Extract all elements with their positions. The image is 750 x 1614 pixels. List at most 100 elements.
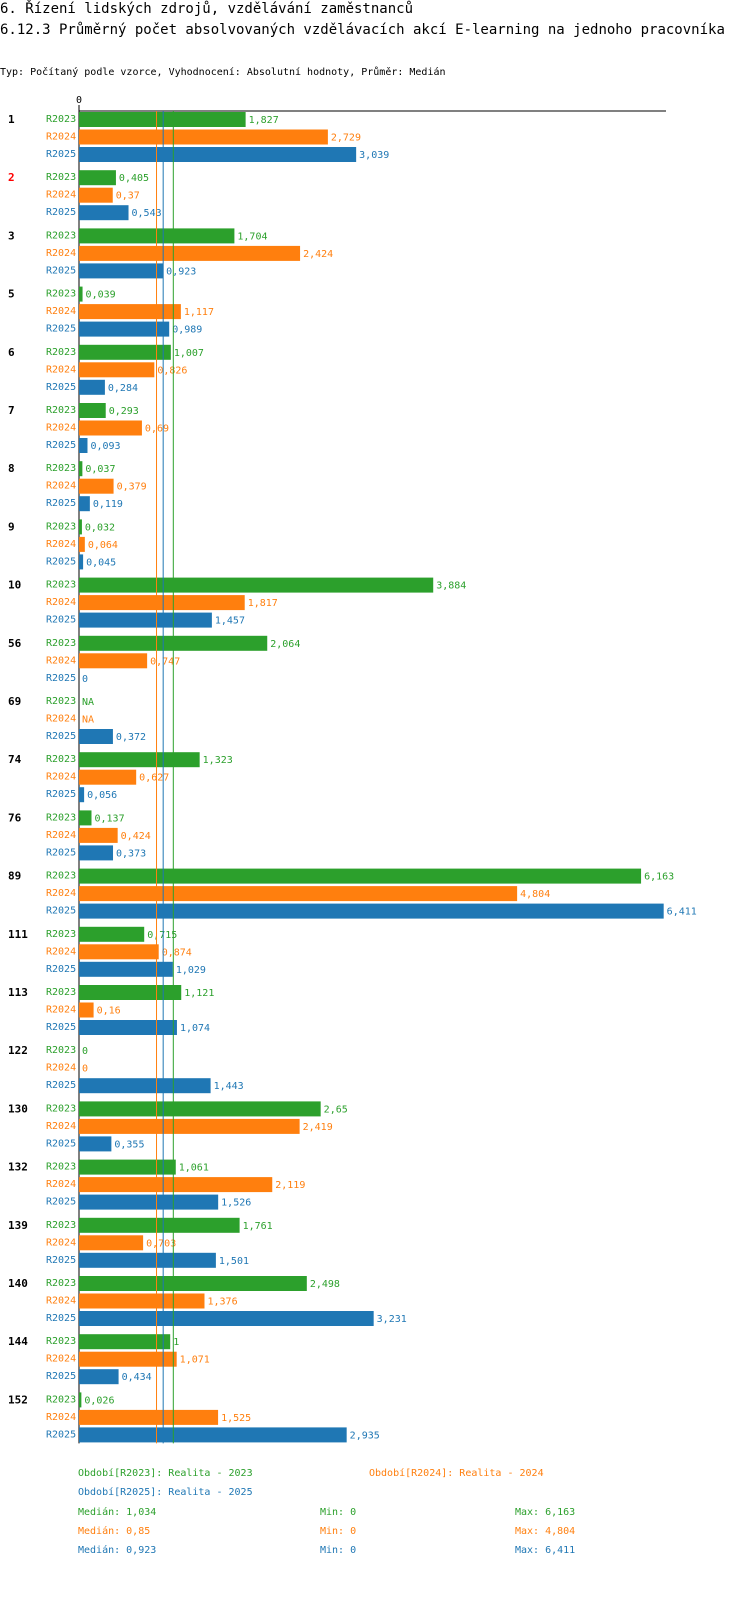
data-label: 0,373 [116,848,146,859]
series-label: R2023 [46,812,76,823]
bar [79,379,105,395]
bar [79,985,182,1000]
data-label: 0,715 [147,930,177,941]
series-label: R2023 [46,638,76,649]
data-label: 0,405 [119,173,149,184]
data-label: 0,434 [122,1372,152,1383]
group-label: 1 [8,113,15,126]
series-label: R2024 [46,190,76,201]
data-label: 1,457 [215,616,245,627]
bar [79,787,85,803]
bar [79,438,88,453]
bar [79,1252,216,1268]
data-label: 0,039 [86,290,116,301]
data-label: 0,284 [108,383,138,394]
bar [79,1159,176,1175]
series-label: R2023 [46,1045,76,1056]
bar [79,362,155,378]
bar [79,827,118,843]
series-label: R2023 [46,230,76,241]
data-label: 1,376 [207,1297,237,1308]
chart-type-line: Typ: Počítaný podle vzorce, Vyhodnocení:… [0,67,446,78]
bar-chart: 0 1 R2023 1,827 R2024 2,729 R2025 3,039 2 R2023 0,… [8,95,697,1444]
bar [79,1409,219,1425]
data-label: 0,379 [117,482,147,493]
bar [79,1351,177,1367]
data-label: 0 [82,1046,88,1057]
stat-max-r2024: Max: 4,804 [515,1526,576,1537]
series-label: R2023 [46,1220,76,1231]
data-label: 0,747 [150,656,180,667]
bar [79,1276,307,1291]
bar [79,653,148,669]
bar [79,304,181,320]
bar [79,536,85,552]
bar [79,944,159,960]
bar [79,1118,300,1134]
series-label: R2024 [46,248,76,259]
series-label: R2024 [46,1121,76,1132]
series-label: R2024 [46,772,76,783]
group-label: 111 [8,928,28,941]
data-label: 0,37 [116,191,140,202]
series-label: R2023 [46,114,76,125]
series-label: R2024 [46,597,76,608]
series-label: R2025 [46,149,76,160]
data-label: 0,703 [146,1238,176,1249]
series-label: R2025 [46,207,76,218]
stat-max-r2023: Max: 6,163 [515,1507,576,1518]
group-label: 9 [8,520,15,533]
data-label: 1,827 [249,115,279,126]
legend-period-r2025: Období[R2025]: Realita - 2025 [78,1487,253,1498]
bar [79,903,664,919]
series-label: R2025 [46,382,76,393]
bar [79,112,246,127]
bar [79,1334,171,1350]
series-label: R2024 [46,132,76,143]
data-label: 1,525 [221,1413,251,1424]
data-label: NA [82,697,94,708]
data-label: 4,804 [520,889,550,900]
stat-median-r2024: Medián: 0,85 [78,1526,151,1537]
series-label: R2024 [46,423,76,434]
group-label: 130 [8,1102,28,1115]
data-label: 1,443 [214,1081,244,1092]
data-label: 1,704 [237,231,267,242]
bar [79,868,642,884]
data-label: 0,923 [166,266,196,277]
series-label: R2025 [46,1313,76,1324]
bar [79,496,90,512]
series-label: R2025 [46,1197,76,1208]
series-label: R2023 [46,521,76,532]
data-label: 0,032 [85,522,115,533]
group-label: 132 [8,1161,28,1174]
bar [79,845,114,861]
data-label: 1,074 [180,1023,210,1034]
group-label: 3 [8,229,15,242]
bar [79,1293,205,1309]
bar [79,321,170,337]
series-label: R2024 [46,539,76,550]
data-label: 0,293 [109,406,139,417]
series-label: R2025 [46,906,76,917]
page-title: 6. Řízení lidských zdrojů, vzdělávání za… [0,1,414,17]
series-label: R2025 [46,556,76,567]
bar [79,810,92,826]
series-label: R2025 [46,265,76,276]
data-label: 0,424 [121,831,151,842]
bar [79,769,137,785]
data-label: 2,119 [275,1180,305,1191]
data-label: 6,411 [667,907,697,918]
data-label: 1,007 [174,348,204,359]
series-label: R2025 [46,1022,76,1033]
bar [79,263,164,279]
data-label: 0,137 [94,813,124,824]
bar [79,147,357,162]
data-label: 0,093 [90,441,120,452]
bar [79,187,113,203]
bar [79,519,82,535]
series-label: R2023 [46,172,76,183]
series-label: R2025 [46,1371,76,1382]
data-label: 2,729 [331,133,361,144]
series-label: R2024 [46,1412,76,1423]
